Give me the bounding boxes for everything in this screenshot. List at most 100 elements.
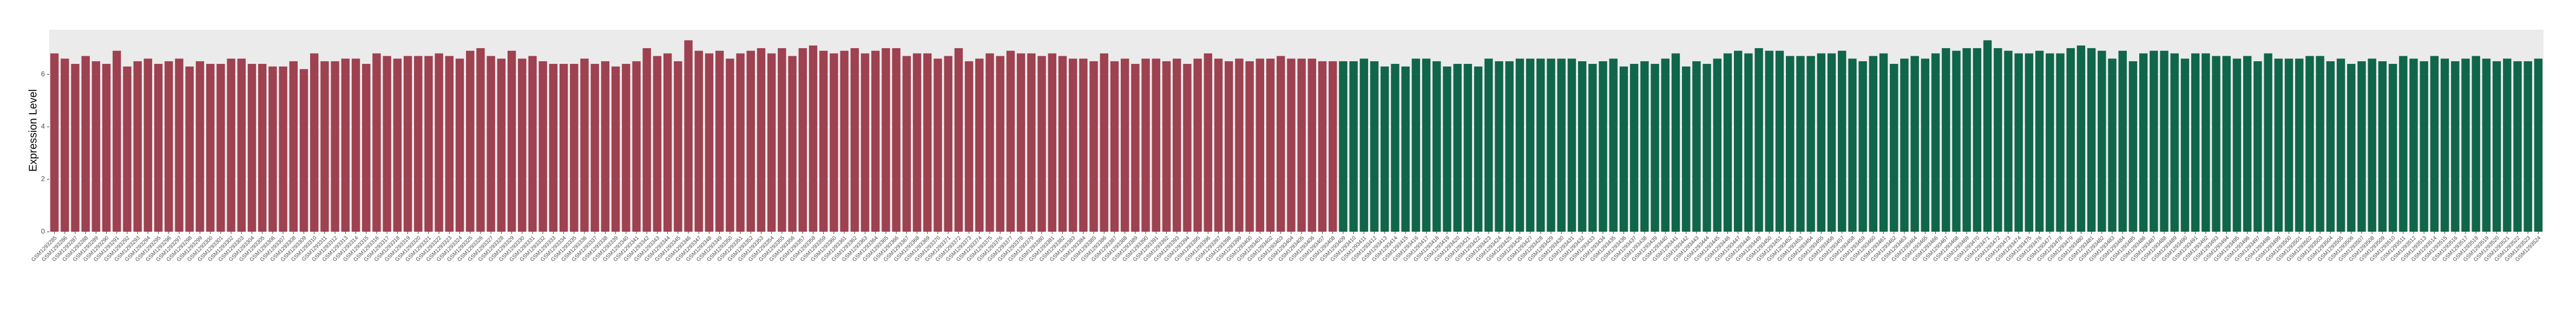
bar [611, 66, 620, 232]
bar [882, 48, 890, 232]
bar [1453, 63, 1462, 232]
bar [2004, 50, 2013, 232]
bar [2347, 63, 2356, 232]
bar [1921, 58, 1930, 232]
bar [1713, 58, 1721, 232]
bar [1422, 58, 1431, 232]
bar [2430, 56, 2439, 232]
bar [1723, 53, 1732, 232]
bar [2025, 53, 2034, 232]
bar [2222, 56, 2231, 232]
bar [279, 66, 287, 232]
bar [1848, 58, 1857, 232]
bar [1910, 56, 1919, 232]
bar [1048, 53, 1056, 232]
bar [1193, 58, 1202, 232]
bar [455, 58, 464, 232]
bar [1443, 66, 1451, 232]
bar [216, 63, 225, 232]
bar [102, 63, 111, 232]
bar [1973, 48, 1982, 232]
bar [227, 58, 235, 232]
bar [902, 56, 911, 232]
bar [1567, 58, 1576, 232]
bar [1890, 63, 1898, 232]
bar [1058, 56, 1067, 232]
bar [1754, 48, 1763, 232]
bar [165, 61, 173, 232]
bar [1359, 58, 1369, 232]
bar [1391, 63, 1399, 232]
bar [133, 61, 142, 232]
bar [746, 50, 755, 232]
bar [1962, 48, 1971, 232]
bar [985, 53, 994, 232]
bar [860, 53, 870, 232]
bar [1744, 53, 1753, 232]
bar [1120, 58, 1129, 232]
bar [237, 58, 246, 232]
bar [2035, 50, 2044, 232]
bar [2316, 56, 2324, 232]
bar [1681, 66, 1691, 232]
bar [414, 56, 423, 232]
bar [632, 61, 641, 232]
bar [341, 58, 350, 232]
bar [393, 58, 402, 232]
bar [81, 56, 90, 232]
bar [466, 50, 475, 232]
bar [1817, 53, 1825, 232]
bar [1869, 56, 1878, 232]
bar [1942, 48, 1950, 232]
bar [403, 56, 412, 232]
bar [1339, 61, 1348, 232]
bar [1806, 56, 1815, 232]
bar [809, 45, 818, 232]
bar [1245, 61, 1254, 232]
bar [1016, 53, 1026, 232]
bar [1640, 61, 1649, 232]
bar [726, 58, 734, 232]
bar [299, 69, 308, 232]
bar [1297, 58, 1306, 232]
bar [1900, 58, 1909, 232]
bar [113, 50, 121, 232]
bar [1619, 66, 1628, 232]
bar [2440, 58, 2449, 232]
y-tick-label: 6 [41, 70, 45, 78]
bar [1162, 61, 1171, 232]
bar [1381, 66, 1389, 232]
bar [538, 61, 547, 232]
bar [1411, 58, 1421, 232]
bar [1214, 58, 1223, 232]
bar [1068, 58, 1077, 232]
bar [1152, 58, 1160, 232]
bar [2076, 45, 2086, 232]
bar [830, 53, 838, 232]
bar [622, 63, 630, 232]
bar [1484, 58, 1493, 232]
bar [2451, 61, 2460, 232]
bar [590, 63, 599, 232]
bar [1879, 53, 1888, 232]
bar [892, 48, 901, 232]
bar [289, 61, 298, 232]
bar [1578, 61, 1587, 232]
bar [715, 50, 724, 232]
bar [1474, 66, 1483, 232]
bar [1733, 50, 1743, 232]
bar [2180, 58, 2190, 232]
bar [2503, 58, 2512, 232]
bar [2409, 58, 2418, 232]
bar [601, 61, 610, 232]
bar [975, 58, 984, 232]
bar [1089, 61, 1098, 232]
bar [767, 53, 776, 232]
bar [1037, 56, 1046, 232]
bar [1952, 50, 1961, 232]
bar [663, 53, 672, 232]
bar [2336, 58, 2345, 232]
bar [2305, 56, 2314, 232]
